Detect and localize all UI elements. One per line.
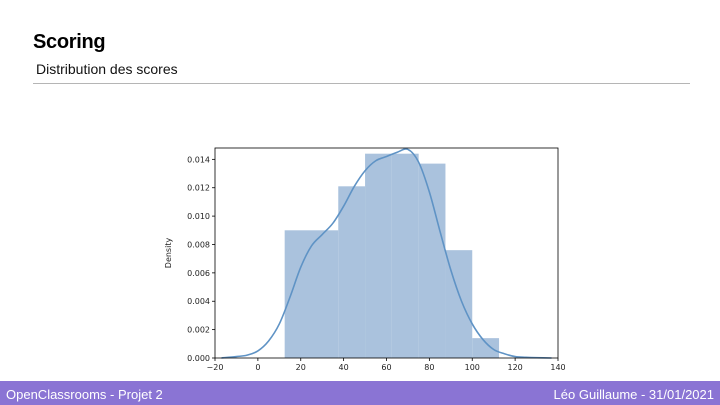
kde-curve (221, 148, 552, 359)
y-tick-label: 0.012 (187, 184, 210, 193)
histogram-bar-3 (391, 153, 419, 358)
slide-title: Scoring (33, 31, 106, 53)
x-tick-label: 40 (339, 363, 349, 372)
footer-bar: OpenClassrooms - Projet 2 Léo Guillaume … (0, 381, 720, 405)
slide-subtitle: Distribution des scores (36, 61, 178, 77)
histogram-bar-2 (365, 153, 392, 358)
kde-layer (221, 148, 552, 359)
histogram-bar-6 (472, 338, 500, 358)
x-tick-label: 100 (465, 363, 480, 372)
y-ticks: 0.000 0.002 0.004 0.006 0.008 0.010 0.012 0.014 (187, 155, 215, 363)
footer-project: OpenClassrooms - Projet 2 (6, 387, 163, 402)
bars-layer (284, 153, 500, 358)
y-tick-label: 0.006 (187, 269, 210, 278)
histogram-bar-1 (338, 186, 366, 358)
histogram-bar-4 (418, 163, 446, 358)
x-ticks: −20 0 20 40 60 80 100 120 140 (207, 358, 565, 372)
histogram-bar-0 (284, 230, 339, 358)
x-tick-label: −20 (207, 363, 224, 372)
density-chart: −20 0 20 40 60 80 100 120 140 0.0000.0020.0040.0… (164, 147, 565, 372)
footer-author-date: Léo Guillaume - 31/01/2021 (553, 387, 714, 402)
title-divider (33, 83, 690, 84)
y-tick-label: 0.014 (187, 155, 210, 164)
x-tick-label: 120 (507, 363, 522, 372)
x-tick-label: 140 (550, 363, 565, 372)
y-axis-label: Density (164, 238, 173, 269)
y-tick-label: 0.004 (187, 297, 210, 306)
x-tick-label: 20 (296, 363, 306, 372)
y-tick-label: 0.002 (187, 326, 210, 335)
y-tick-label: 0.010 (187, 212, 210, 221)
x-tick-label: 60 (381, 363, 391, 372)
x-tick-label: 80 (424, 363, 434, 372)
y-tick-label: 0.008 (187, 240, 210, 249)
y-tick-label: 0.000 (187, 354, 210, 363)
x-tick-label: 0 (255, 363, 260, 372)
